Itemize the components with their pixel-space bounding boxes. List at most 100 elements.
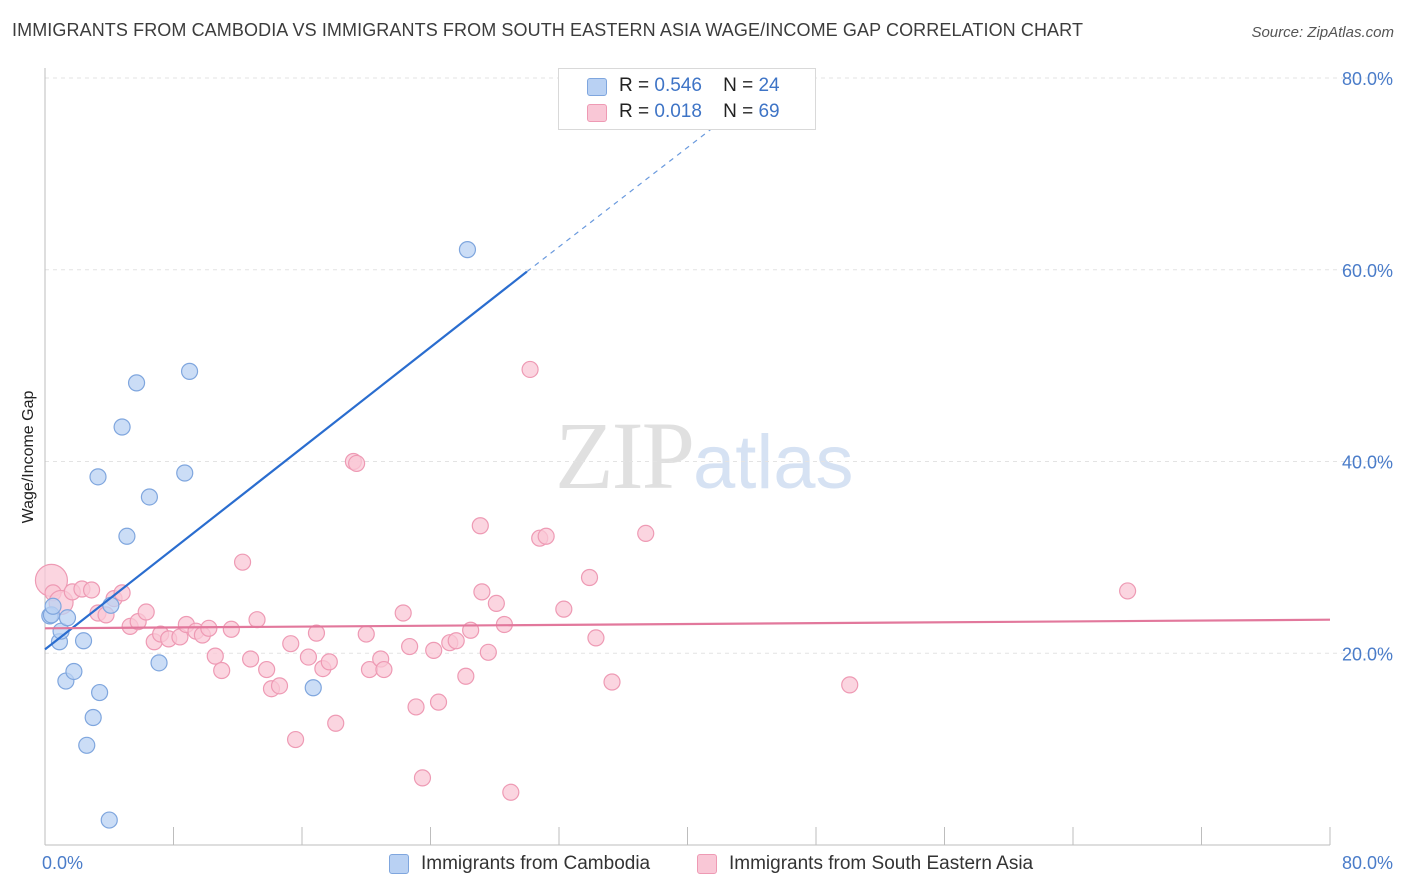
sea-point [425, 641, 443, 659]
sea-point [407, 698, 425, 716]
sea-point [327, 714, 345, 732]
sea-point [487, 594, 505, 612]
legend-text-cambodia: R = 0.546 N = 24 [619, 75, 780, 97]
sea-points [34, 360, 1137, 801]
legend-label-cambodia: Immigrants from Cambodia [421, 853, 651, 874]
cambodia-point [140, 488, 159, 506]
sea-point [580, 568, 599, 587]
r-label: R = [619, 75, 650, 96]
cambodia-point [113, 418, 131, 436]
cambodia-point [91, 683, 109, 702]
cambodia-point [102, 596, 120, 614]
sea-point [242, 650, 260, 668]
cambodia-point [176, 464, 194, 482]
y-tick-label: 80.0% [1342, 69, 1393, 89]
sea-point [473, 583, 491, 601]
legend-text-sea: R = 0.018 N = 69 [619, 101, 780, 123]
n-label: N = [723, 101, 754, 122]
sea-point [286, 730, 305, 749]
watermark-atlas: atlas [693, 420, 854, 505]
sea-point [248, 611, 266, 629]
sea-point [555, 600, 573, 618]
cambodia-point [150, 654, 168, 672]
cambodia-point [458, 241, 477, 259]
cambodia-swatch [389, 854, 409, 874]
correlation-legend: R = 0.546 N = 24 R = 0.018 N = 69 [558, 68, 816, 130]
y-tick-label: 60.0% [1342, 261, 1393, 281]
cambodia-trend-extension [526, 115, 729, 273]
sea-point [502, 783, 520, 801]
x-tick-label: 0.0% [42, 853, 83, 873]
cambodia-point [100, 811, 118, 829]
sea-point [447, 632, 465, 650]
r-label: R = [619, 101, 650, 122]
chart-title: IMMIGRANTS FROM CAMBODIA VS IMMIGRANTS F… [12, 20, 1084, 40]
sea-point [479, 643, 497, 661]
cambodia-point [304, 679, 322, 697]
sea-point [587, 629, 605, 647]
cambodia-points [41, 241, 477, 829]
y-tick-label: 40.0% [1342, 453, 1393, 473]
legend-label-sea: Immigrants from South Eastern Asia [729, 853, 1034, 874]
cambodia-point [180, 362, 199, 380]
sea-point [457, 667, 475, 685]
sea-point [282, 635, 300, 653]
watermark-zip: ZIP [555, 402, 695, 509]
sea-point [113, 584, 131, 602]
sea-point [348, 454, 366, 473]
n-value: 69 [758, 101, 780, 122]
sea-point [299, 648, 318, 666]
sea-point [82, 581, 101, 599]
trend-lines [44, 115, 1331, 651]
sea-point [401, 637, 419, 656]
sea-point [413, 769, 432, 787]
cambodia-point [65, 662, 83, 681]
n-value: 24 [758, 75, 780, 96]
sea-point [270, 677, 289, 695]
cambodia-point [84, 708, 102, 727]
sea-point [1119, 582, 1137, 600]
cambodia-point [58, 609, 77, 627]
cambodia-point [89, 468, 107, 486]
sea-point [375, 660, 393, 679]
sea-point [603, 673, 621, 691]
sea-point [222, 620, 240, 638]
sea-point [206, 647, 224, 665]
zipatlas-watermark: ZIPatlas [555, 400, 854, 511]
sea-point [307, 624, 326, 642]
cambodia-point [118, 527, 136, 545]
r-value: 0.018 [654, 101, 702, 122]
sea-point [841, 676, 859, 694]
y-tick-label: 20.0% [1342, 644, 1393, 664]
axes [44, 68, 1331, 846]
source-credit: Source: ZipAtlas.com [1251, 24, 1394, 41]
sea-swatch [587, 104, 607, 122]
cambodia-point [44, 597, 62, 615]
sea-point [537, 527, 555, 545]
sea-point [320, 653, 338, 671]
sea-point [394, 604, 412, 622]
cambodia-trend-line [44, 270, 528, 651]
sea-point [637, 524, 655, 543]
sea-point [213, 661, 231, 680]
x-tick-labels: 0.0% 80.0% [42, 853, 1393, 873]
sea-point [137, 603, 155, 621]
sea-swatch [697, 854, 717, 874]
sea-trend-line [44, 618, 1331, 630]
r-value: 0.546 [654, 75, 702, 96]
sea-point [258, 660, 276, 679]
cambodia-point [74, 632, 93, 650]
cambodia-point [78, 736, 96, 754]
series-legend: Immigrants from Cambodia Immigrants from… [0, 852, 1406, 878]
n-label: N = [723, 75, 754, 96]
x-tick-label: 80.0% [1342, 853, 1393, 873]
sea-point [521, 360, 539, 379]
sea-point [471, 517, 489, 535]
y-tick-labels: 20.0% 40.0% 60.0% 80.0% [1342, 69, 1393, 664]
cambodia-swatch [587, 78, 607, 96]
cambodia-point [127, 374, 146, 392]
sea-point [357, 625, 375, 643]
sea-point [429, 693, 448, 711]
y-axis-label: Wage/Income Gap [20, 391, 37, 524]
